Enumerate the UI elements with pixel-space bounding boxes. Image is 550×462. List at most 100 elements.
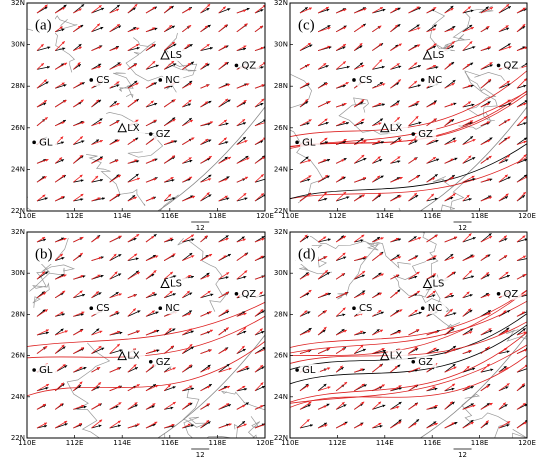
arrow-head	[40, 44, 44, 47]
reference-label: 12	[196, 224, 205, 232]
y-tick-label: 26N	[274, 124, 288, 132]
arrow-head	[361, 292, 365, 296]
arrow-head	[172, 119, 176, 122]
arrow-head	[470, 62, 474, 66]
arrow-head	[173, 275, 177, 278]
arrow-head	[382, 83, 386, 86]
arrow-head	[307, 42, 311, 46]
arrow-head	[488, 328, 492, 332]
arrow-head	[136, 27, 140, 31]
arrow-head	[305, 99, 308, 102]
arrow-head	[397, 160, 401, 163]
arrow-head	[489, 64, 493, 68]
arrow-head	[116, 343, 120, 347]
station-bg	[168, 277, 189, 290]
arrow-head	[172, 253, 176, 257]
arrow-head	[155, 311, 159, 315]
arrow-head	[379, 424, 383, 428]
arrow-head	[377, 193, 381, 196]
x-tick-label: 118E	[209, 212, 227, 220]
arrow-head	[434, 330, 438, 334]
arrow-head	[228, 423, 232, 427]
arrow-head	[359, 62, 363, 66]
arrow-head	[522, 191, 526, 195]
arrow-head	[173, 63, 177, 67]
arrow-head	[244, 140, 248, 143]
arrow-head	[223, 45, 227, 49]
arrow-head	[168, 328, 172, 331]
arrow-head	[117, 424, 121, 428]
station-triangle	[160, 278, 170, 288]
arrow-head	[243, 193, 247, 196]
arrow-head	[432, 28, 436, 32]
contour	[27, 301, 265, 347]
arrow-head	[188, 25, 192, 28]
arrow-head	[116, 24, 120, 27]
arrow-head	[504, 347, 508, 351]
arrow-head	[506, 424, 510, 427]
arrow-head	[342, 236, 346, 239]
boundary	[86, 154, 146, 207]
station-label: CS	[96, 303, 109, 314]
arrow-head	[64, 330, 68, 333]
arrow-head	[342, 84, 346, 88]
contour	[290, 290, 527, 357]
arrow-head	[413, 157, 417, 161]
arrow-head	[115, 310, 119, 314]
arrow-head	[308, 290, 312, 293]
coastline	[420, 106, 527, 211]
station-label: CS	[359, 303, 372, 314]
arrow-head	[77, 64, 81, 67]
arrow-head	[523, 274, 527, 277]
arrow-head	[523, 331, 527, 335]
arrow-head	[342, 313, 346, 317]
arrow-head	[102, 197, 105, 201]
arrow-head	[225, 292, 229, 295]
arrow-head	[191, 255, 195, 258]
arrow-head	[60, 196, 64, 199]
arrow-head	[524, 364, 527, 368]
arrow-head	[399, 309, 403, 313]
arrow-head	[262, 4, 265, 8]
station-bg	[430, 277, 451, 290]
arrow-head	[327, 158, 331, 162]
arrow-head	[223, 255, 227, 259]
arrow-head	[379, 118, 383, 122]
arrow-head	[363, 384, 367, 388]
arrow-head	[80, 236, 84, 240]
arrow-head	[134, 367, 138, 370]
arrow-head	[241, 345, 245, 349]
arrow-head	[151, 236, 155, 239]
arrow-head	[224, 195, 228, 199]
arrow-head	[172, 117, 176, 121]
arrow-head	[470, 403, 474, 407]
arrow-head	[343, 139, 347, 142]
arrow-head	[260, 174, 264, 178]
arrow-head	[260, 382, 264, 386]
arrow-head	[118, 293, 122, 296]
arrow-head	[452, 364, 456, 367]
arrow-head	[208, 384, 212, 387]
arrow-head	[377, 237, 381, 240]
station-label: NC	[165, 303, 179, 314]
boundary	[432, 176, 465, 211]
arrow-head	[189, 119, 193, 123]
reference-label: 12	[458, 451, 467, 459]
arrow-head	[343, 158, 347, 161]
arrow-head	[324, 197, 328, 201]
arrow-head	[116, 330, 120, 334]
arrow-head	[451, 294, 454, 298]
arrow-head	[133, 364, 137, 368]
x-tick-label: 110E	[281, 212, 299, 220]
arrow-head	[508, 45, 512, 49]
arrow-head	[97, 367, 101, 370]
arrow-head	[486, 385, 490, 389]
arrow-head	[346, 196, 350, 199]
arrow-head	[470, 27, 474, 30]
arrow-head	[209, 254, 213, 257]
arrow-head	[450, 176, 454, 180]
arrow-head	[64, 423, 68, 426]
arrow-head	[487, 294, 491, 297]
arrow-head	[61, 344, 65, 348]
arrow-head	[323, 383, 327, 387]
